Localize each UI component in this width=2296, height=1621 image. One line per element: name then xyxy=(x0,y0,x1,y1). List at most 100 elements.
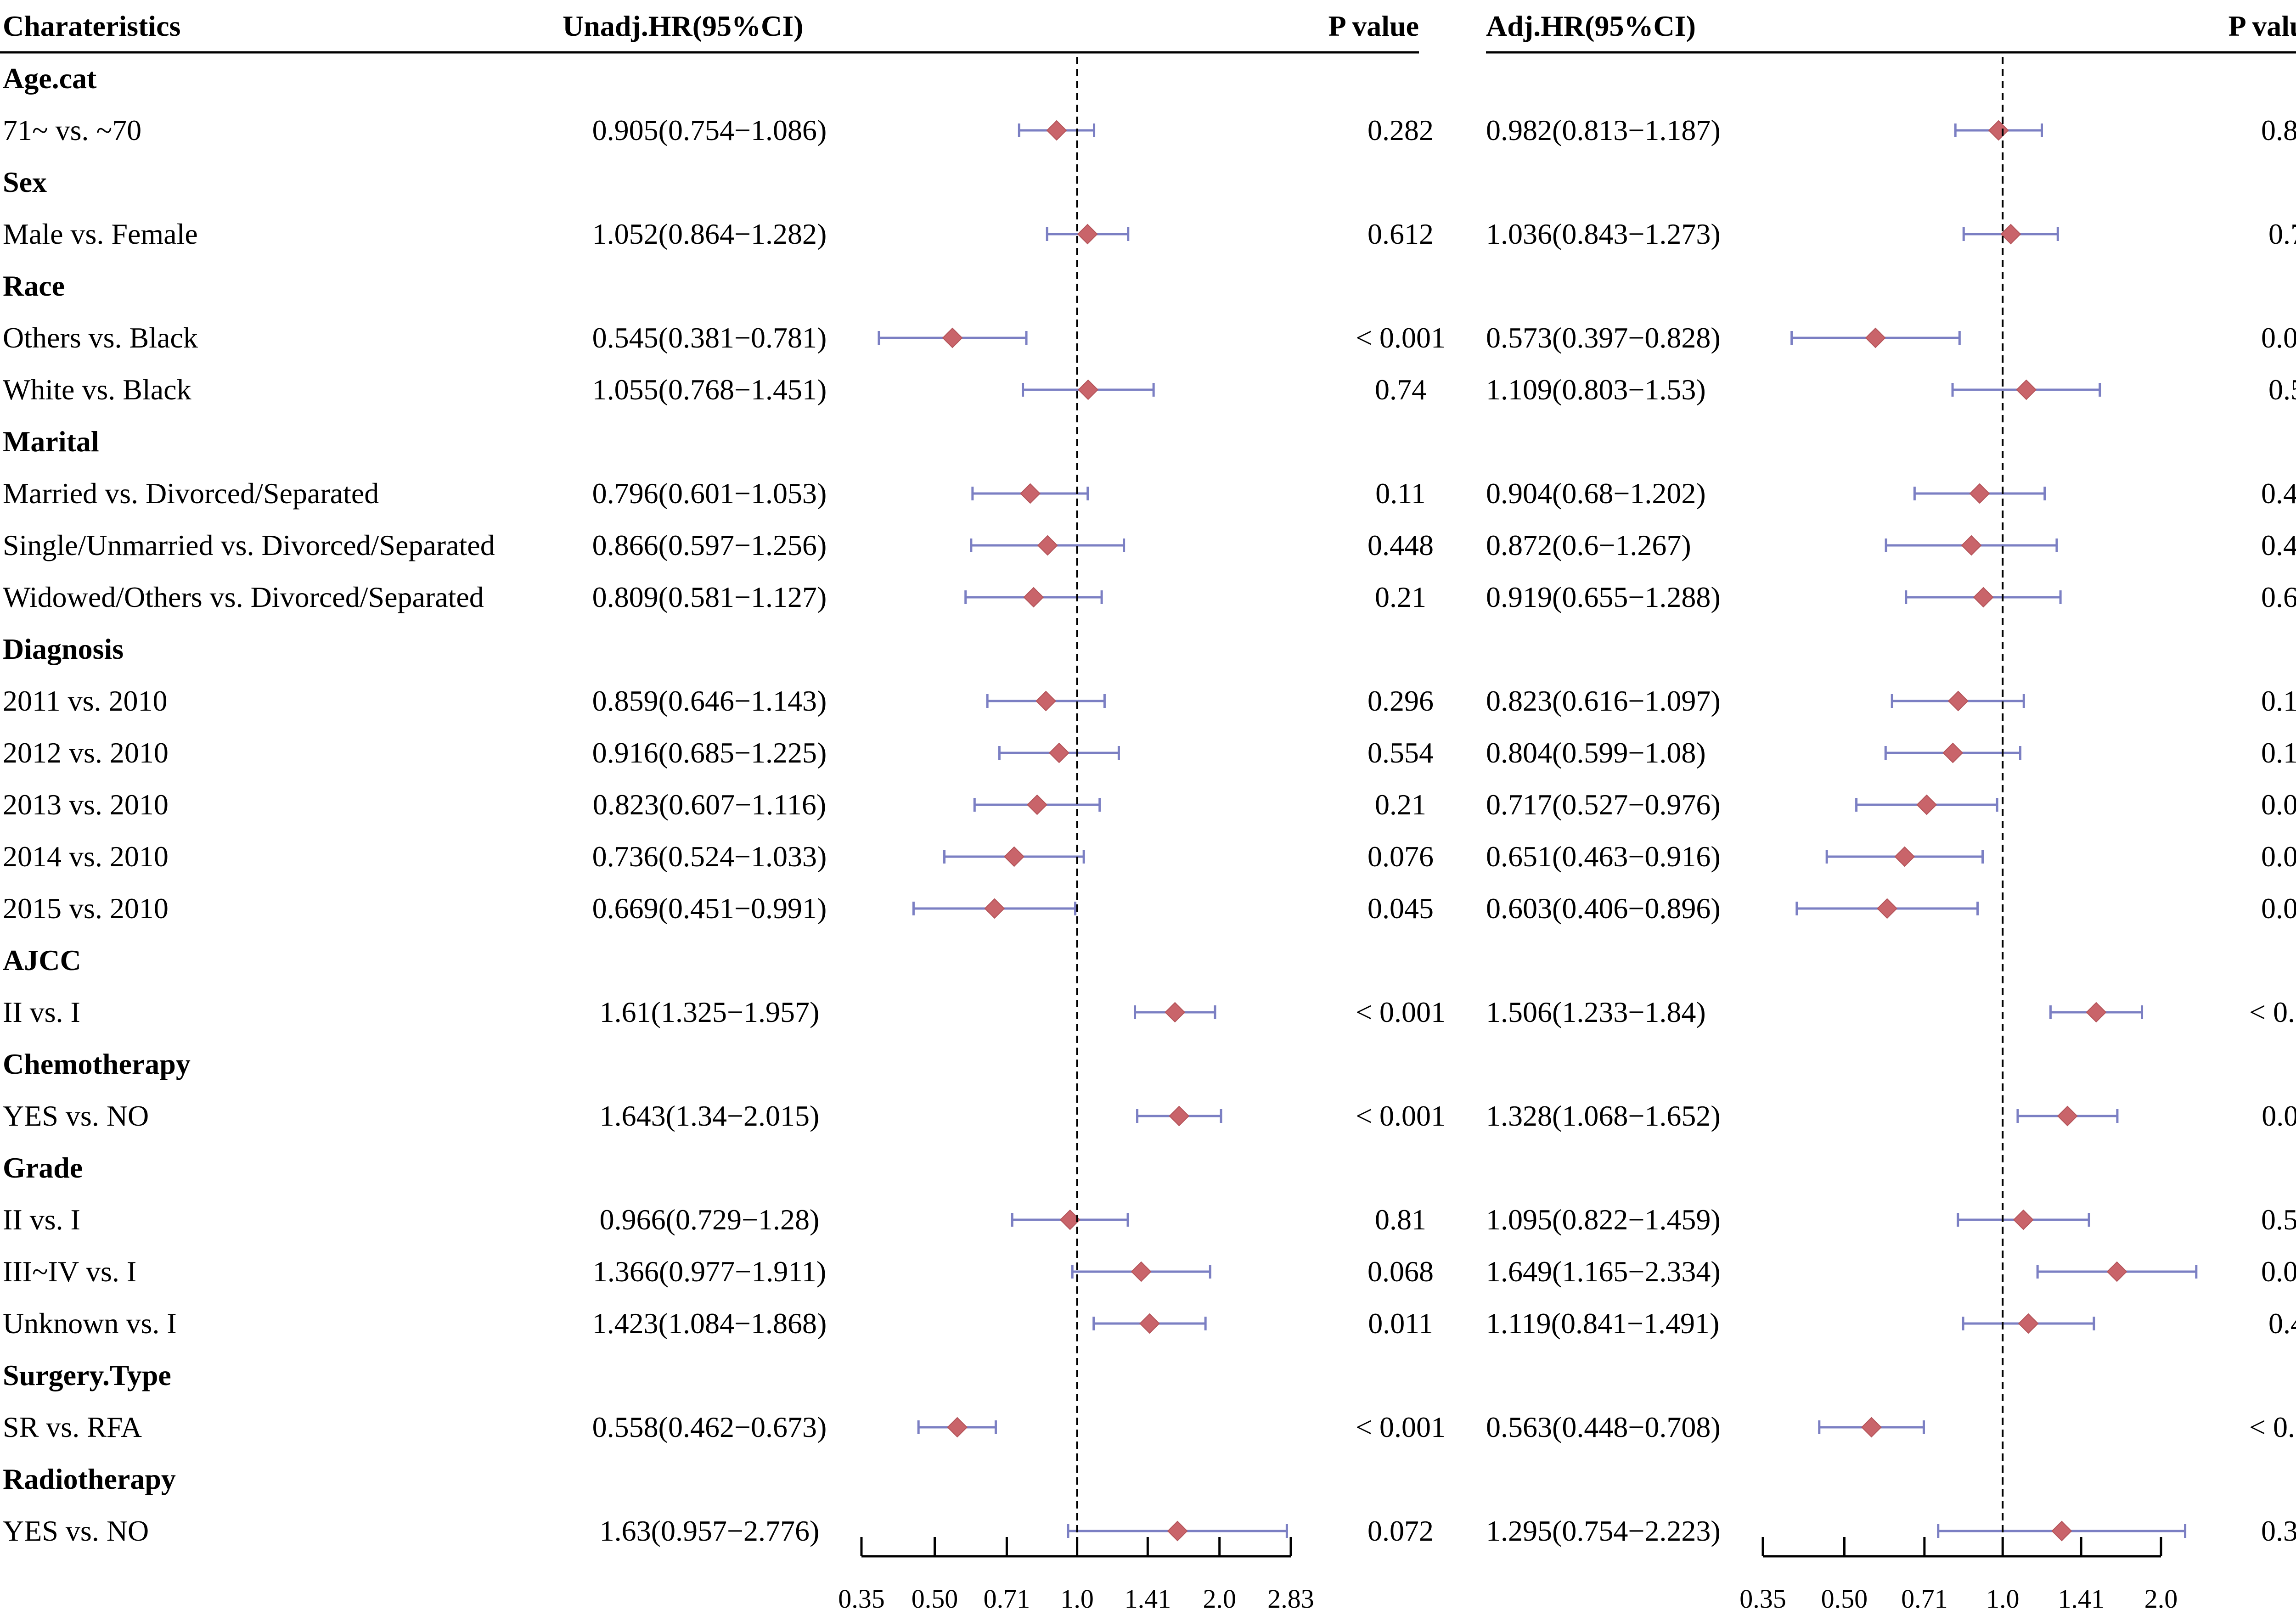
hr-point xyxy=(1169,1105,1190,1127)
table-rows: Age.cat 71~ vs. ~70 0.905(0.754−1.086) 0.28… xyxy=(3,62,2296,1547)
p-value-unadjusted: 0.11 xyxy=(1375,477,1426,510)
hr-point xyxy=(2013,1209,2034,1230)
p-value-adjusted: 0.622 xyxy=(2261,581,2296,613)
row-label: Others vs. Black xyxy=(3,321,198,354)
p-value-unadjusted: 0.296 xyxy=(1367,684,1434,717)
row-label: 71~ vs. ~70 xyxy=(3,114,141,146)
hr-ci-text-unadjusted: 1.63(0.957−2.776) xyxy=(600,1514,820,1547)
hr-point xyxy=(1942,742,1964,763)
row-label: YES vs. NO xyxy=(3,1099,149,1132)
hr-ci-text-unadjusted: 0.966(0.729−1.28) xyxy=(600,1203,820,1236)
x-tick-label: 2.83 xyxy=(1267,1584,1314,1614)
x-tick-label: 1.41 xyxy=(1125,1584,1171,1614)
table-row: Widowed/Others vs. Divorced/Separated 0.8… xyxy=(3,581,2296,613)
p-value-unadjusted: 0.612 xyxy=(1367,218,1434,250)
hr-ci-text-adjusted: 1.095(0.822−1.459) xyxy=(1486,1203,1721,1236)
hr-ci-text-adjusted: 0.603(0.406−0.896) xyxy=(1486,892,1721,925)
hr-point xyxy=(2057,1105,2078,1127)
x-tick-label: 0.50 xyxy=(912,1584,958,1614)
group-heading: Race xyxy=(3,269,65,302)
hr-ci-text-unadjusted: 0.916(0.685−1.225) xyxy=(592,736,827,769)
hr-ci-text-adjusted: 1.119(0.841−1.491) xyxy=(1486,1307,1719,1340)
hr-point xyxy=(942,327,963,348)
hr-point xyxy=(1046,120,1067,141)
hr-point xyxy=(1877,898,1898,919)
row-label: Male vs. Female xyxy=(3,218,198,250)
p-value-unadjusted: 0.81 xyxy=(1375,1203,1426,1236)
row-label: II vs. I xyxy=(3,996,80,1028)
header-p-value-unadjusted: P value xyxy=(1328,10,1419,42)
x-tick-label: 0.50 xyxy=(1821,1584,1868,1614)
p-value-adjusted: 0.348 xyxy=(2261,1514,2296,1547)
hr-point xyxy=(1035,690,1057,712)
x-tick-label: 1.0 xyxy=(1986,1584,2020,1614)
hr-ci-text-adjusted: 1.109(0.803−1.53) xyxy=(1486,373,1706,406)
x-tick-label: 0.35 xyxy=(838,1584,885,1614)
p-value-unadjusted: < 0.001 xyxy=(1356,1099,1446,1132)
row-label: 2012 vs. 2010 xyxy=(3,736,169,769)
row-label: YES vs. NO xyxy=(3,1514,149,1547)
hr-point xyxy=(1167,1520,1188,1542)
p-value-unadjusted: 0.072 xyxy=(1367,1514,1434,1547)
table-row: Others vs. Black 0.545(0.381−0.781) < 0.00… xyxy=(3,321,2296,354)
table-row: Unknown vs. I 1.423(1.084−1.868) 0.011 1.11… xyxy=(3,1307,2296,1340)
group-heading: Sex xyxy=(3,166,47,198)
x-tick-label: 0.71 xyxy=(1901,1584,1948,1614)
p-value-adjusted: 0.011 xyxy=(2262,1099,2296,1132)
p-value-unadjusted: 0.011 xyxy=(1368,1307,1433,1340)
hr-ci-text-unadjusted: 1.423(1.084−1.868) xyxy=(592,1307,827,1340)
group-heading: Grade xyxy=(3,1151,83,1184)
p-value-adjusted: 0.44 xyxy=(2268,1307,2296,1340)
hr-ci-text-unadjusted: 1.055(0.768−1.451) xyxy=(592,373,827,406)
row-label: 2014 vs. 2010 xyxy=(3,840,169,873)
header-p-value-adjusted: P value xyxy=(2228,10,2296,42)
p-value-unadjusted: 0.282 xyxy=(1367,114,1434,146)
group-heading: Age.cat xyxy=(3,62,97,95)
table-headers: Charateristics Unadj.HR(95%CI) P value A… xyxy=(0,10,2296,54)
row-label: 2013 vs. 2010 xyxy=(3,788,169,821)
hr-point xyxy=(2000,224,2021,245)
hr-ci-text-unadjusted: 0.796(0.601−1.053) xyxy=(592,477,827,510)
reference-lines xyxy=(1076,57,2004,1552)
table-row: YES vs. NO 1.63(0.957−2.776) 0.072 1.295(0.… xyxy=(3,1514,2296,1547)
hr-point xyxy=(947,1417,968,1438)
row-label: 2015 vs. 2010 xyxy=(3,892,169,925)
table-row: 71~ vs. ~70 0.905(0.754−1.086) 0.282 0.982(… xyxy=(3,114,2296,146)
p-value-adjusted: 0.005 xyxy=(2261,1255,2296,1288)
p-value-unadjusted: 0.076 xyxy=(1367,840,1434,873)
group-heading: Radiotherapy xyxy=(3,1463,176,1495)
group-heading: Chemotherapy xyxy=(3,1048,191,1080)
row-label: Married vs. Divorced/Separated xyxy=(3,477,379,510)
table-row: 2015 vs. 2010 0.669(0.451−0.991) 0.045 0.60… xyxy=(3,892,2296,925)
hr-point xyxy=(2016,379,2037,400)
hr-ci-text-unadjusted: 1.61(1.325−1.957) xyxy=(600,996,820,1028)
x-tick-label: 1.41 xyxy=(2058,1584,2105,1614)
p-value-unadjusted: < 0.001 xyxy=(1356,1411,1446,1443)
hr-ci-text-adjusted: 0.717(0.527−0.976) xyxy=(1486,788,1721,821)
hr-ci-text-adjusted: 0.563(0.448−0.708) xyxy=(1486,1411,1721,1443)
hr-ci-text-unadjusted: 0.809(0.581−1.127) xyxy=(592,581,827,613)
hr-ci-text-unadjusted: 0.823(0.607−1.116) xyxy=(593,788,826,821)
hr-ci-text-adjusted: 1.506(1.233−1.84) xyxy=(1486,996,1706,1028)
row-label: White vs. Black xyxy=(3,373,191,406)
row-label: SR vs. RFA xyxy=(3,1411,142,1443)
hr-ci-text-adjusted: 0.651(0.463−0.916) xyxy=(1486,840,1721,873)
group-heading: AJCC xyxy=(3,944,81,976)
table-row: III~IV vs. I 1.366(0.977−1.911) 0.068 1.649… xyxy=(3,1255,2296,1288)
hr-point xyxy=(1139,1313,1160,1334)
row-label: Unknown vs. I xyxy=(3,1307,177,1340)
row-label: Widowed/Others vs. Divorced/Separated xyxy=(3,581,484,613)
hr-point xyxy=(2018,1313,2039,1334)
table-row: SR vs. RFA 0.558(0.462−0.673) < 0.001 0.563… xyxy=(3,1411,2296,1443)
hr-point xyxy=(1861,1417,1882,1438)
table-row: Single/Unmarried vs. Divorced/Separated 0… xyxy=(3,529,2296,561)
hr-ci-text-adjusted: 0.823(0.616−1.097) xyxy=(1486,684,1721,717)
p-value-adjusted: 0.012 xyxy=(2261,892,2296,925)
hr-ci-text-unadjusted: 0.558(0.462−0.673) xyxy=(592,1411,827,1443)
hr-point xyxy=(1048,742,1069,763)
hr-ci-text-unadjusted: 0.669(0.451−0.991) xyxy=(592,892,827,925)
p-value-unadjusted: 0.74 xyxy=(1375,373,1426,406)
hr-ci-text-unadjusted: 1.366(0.977−1.911) xyxy=(593,1255,826,1288)
hr-point xyxy=(1037,535,1058,556)
group-heading: Marital xyxy=(3,425,99,458)
